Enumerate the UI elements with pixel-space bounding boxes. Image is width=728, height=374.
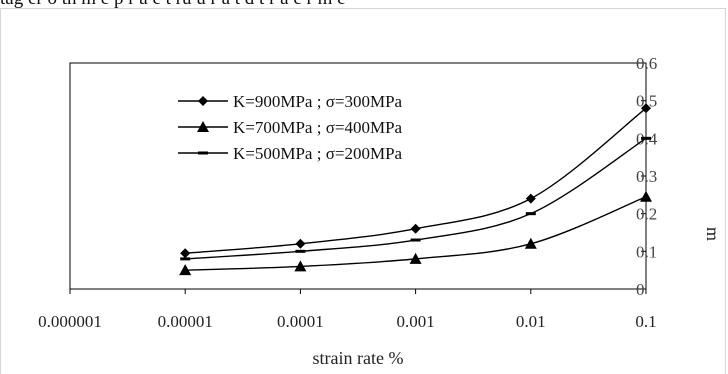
legend-marker xyxy=(197,121,209,132)
series-2 xyxy=(179,190,652,276)
data-point xyxy=(525,212,536,216)
legend-label: K=900MPa ; σ=300MPa xyxy=(233,92,403,111)
data-point xyxy=(524,237,537,249)
y-tick-label: 0.2 xyxy=(636,205,657,224)
x-tick-label: 0.001 xyxy=(396,312,434,331)
legend-label: K=700MPa ; σ=400MPa xyxy=(233,118,403,137)
data-point xyxy=(180,248,191,259)
y-tick-label: 0.3 xyxy=(636,167,657,186)
x-tick-label: 0.0001 xyxy=(277,312,324,331)
data-point xyxy=(525,193,536,204)
data-point xyxy=(180,257,191,261)
data-point xyxy=(294,260,307,272)
y-tick-label: 0.5 xyxy=(636,92,657,111)
legend-marker xyxy=(198,96,208,106)
legend-marker xyxy=(198,151,208,155)
y-tick-label: 0.1 xyxy=(636,242,657,261)
legend-item: K=700MPa ; σ=400MPa xyxy=(178,118,403,137)
series-1 xyxy=(180,103,651,259)
cut-off-caption-text: tag er o th m e p r a e t ru u r a t d t… xyxy=(0,0,728,8)
data-point xyxy=(410,223,421,234)
data-point xyxy=(640,190,652,202)
data-point xyxy=(409,252,422,264)
data-point xyxy=(295,249,306,253)
data-point xyxy=(410,238,421,242)
legend-item: K=500MPa ; σ=200MPa xyxy=(178,144,403,163)
series-group xyxy=(179,103,652,276)
y-axis-label: m xyxy=(703,227,723,241)
data-point xyxy=(179,264,192,276)
series-3 xyxy=(180,136,651,261)
y-tick-label: 0 xyxy=(636,280,645,299)
y-tick-label: 0.6 xyxy=(636,54,657,73)
data-point xyxy=(641,136,651,140)
x-tick-label: 0.1 xyxy=(635,312,656,331)
data-point xyxy=(641,103,651,114)
x-axis-label: strain rate % xyxy=(313,348,404,368)
x-tick-label: 0.000001 xyxy=(38,312,102,331)
legend: K=900MPa ; σ=300MPa K=700MPa ; σ=400MPa K=… xyxy=(178,92,403,163)
x-tick-label: 0.00001 xyxy=(158,312,213,331)
legend-item: K=900MPa ; σ=300MPa xyxy=(178,92,403,111)
axis-ticks: 00.10.20.30.40.50.60.000001 0.00001 0.0001… xyxy=(38,54,658,331)
chart-frame xyxy=(0,8,726,374)
legend-label: K=500MPa ; σ=200MPa xyxy=(233,144,403,163)
data-point xyxy=(295,238,306,249)
x-tick-label: 0.01 xyxy=(516,312,546,331)
